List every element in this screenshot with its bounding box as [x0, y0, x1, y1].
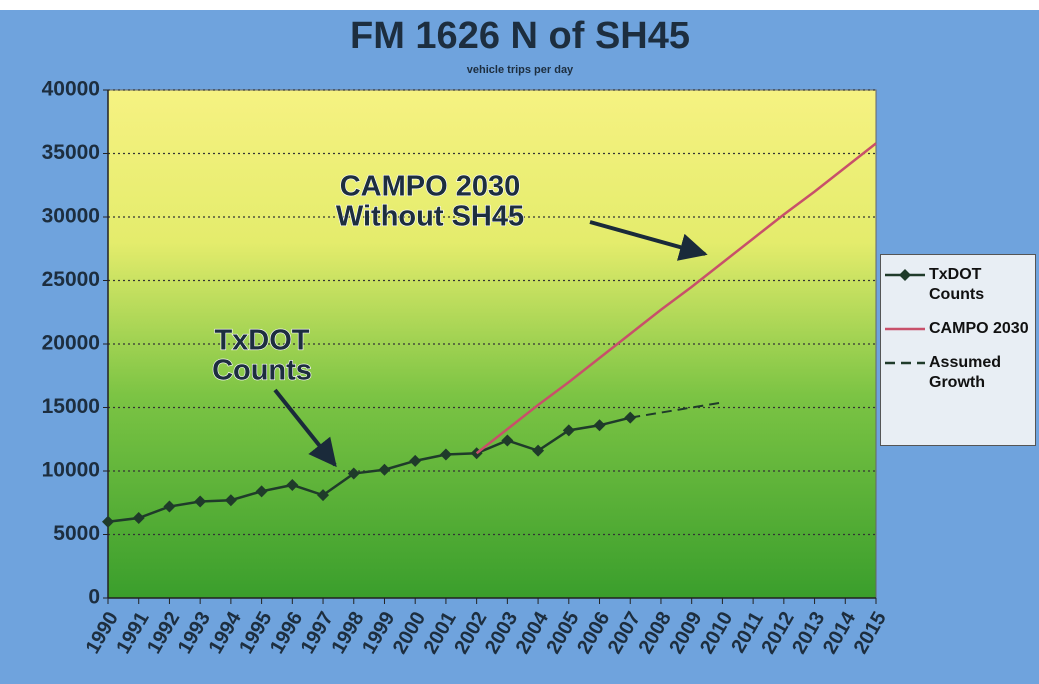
y-tick-label: 30000	[42, 205, 100, 228]
legend-swatch	[885, 327, 925, 331]
y-tick-label: 0	[88, 586, 100, 609]
annotation: Without SH45	[336, 201, 524, 233]
series-line	[475, 142, 877, 455]
legend-label: TxDOT Counts	[929, 266, 985, 303]
x-tick-label: 2010	[696, 608, 737, 658]
annotation-arrow	[273, 388, 337, 468]
y-tick-label: 5000	[53, 522, 100, 545]
data-point	[593, 419, 606, 432]
legend-item: TxDOT Counts	[885, 265, 1031, 305]
annotation: TxDOT	[214, 325, 309, 357]
y-tick-label: 10000	[42, 459, 100, 482]
legend-item: CAMPO 2030	[885, 319, 1031, 339]
data-point	[439, 448, 452, 461]
legend-swatch	[885, 269, 925, 281]
legend-marker	[899, 269, 911, 281]
legend-label: Assumed Growth	[929, 354, 1002, 391]
y-tick-label: 35000	[42, 141, 100, 164]
annotation: CAMPO 2030	[340, 171, 521, 203]
data-point	[532, 444, 545, 457]
top-strip	[0, 0, 1039, 10]
data-point	[102, 515, 114, 528]
chart-title: FM 1626 N of SH45	[350, 15, 690, 57]
data-point	[286, 478, 299, 491]
y-tick-label: 15000	[42, 395, 100, 418]
legend-item: Assumed Growth	[885, 353, 1031, 393]
y-tick-label: 25000	[42, 268, 100, 291]
data-point	[224, 494, 237, 507]
data-point	[132, 511, 145, 524]
data-point	[255, 485, 268, 498]
x-tick-label: 2015	[850, 608, 891, 658]
y-tick-label: 40000	[42, 78, 100, 101]
legend-label: CAMPO 2030	[929, 320, 1029, 337]
annotation-arrow	[589, 220, 708, 261]
data-point	[347, 467, 360, 480]
data-point	[317, 489, 330, 502]
data-point	[378, 463, 391, 476]
chart-subtitle: vehicle trips per day	[467, 64, 574, 76]
data-point	[163, 500, 176, 513]
data-point	[409, 454, 422, 467]
data-point	[501, 434, 514, 447]
y-tick-label: 20000	[42, 332, 100, 355]
data-point	[562, 424, 575, 437]
data-point	[194, 495, 207, 508]
legend: TxDOT Counts CAMPO 2030 Assumed Growth	[880, 254, 1036, 446]
legend-swatch	[885, 361, 925, 365]
annotation: Counts	[212, 355, 312, 387]
